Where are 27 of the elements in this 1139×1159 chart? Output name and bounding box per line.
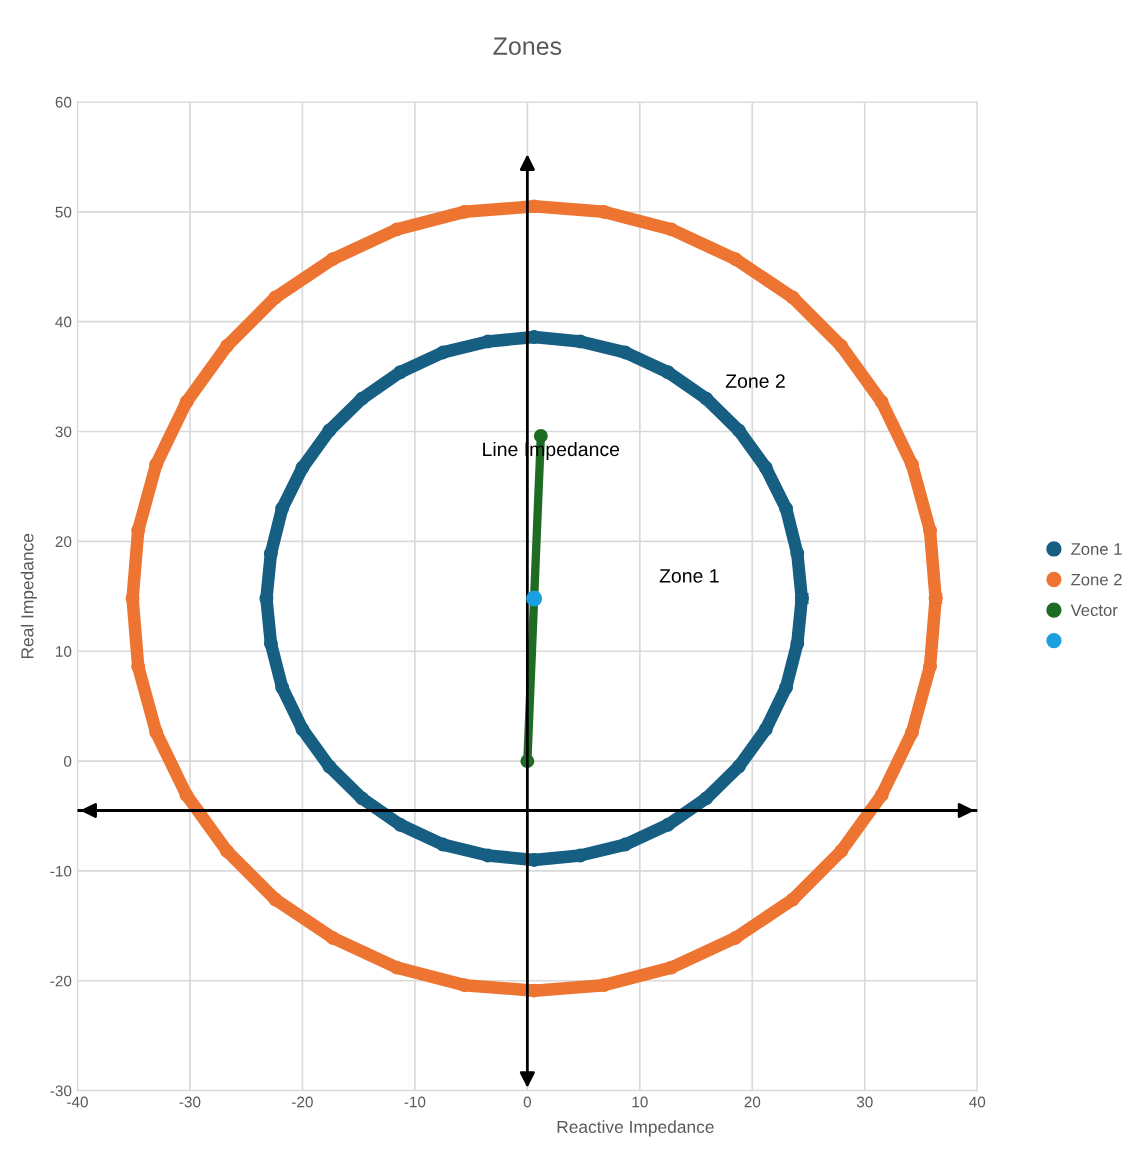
y-tick-label: -30 bbox=[50, 1085, 72, 1097]
y-tick-label: 30 bbox=[55, 426, 72, 438]
annotation: Zone 1 bbox=[659, 569, 719, 583]
x-tick-label: -30 bbox=[179, 1096, 201, 1108]
x-tick-label: 20 bbox=[744, 1096, 761, 1108]
legend-label: Zone 1 bbox=[1071, 543, 1122, 555]
x-tick-label: 0 bbox=[523, 1096, 532, 1108]
chart-title: Zones bbox=[493, 37, 562, 56]
y-tick-label: 0 bbox=[64, 755, 72, 767]
y-tick-label: 50 bbox=[55, 206, 72, 218]
y-axis-title: Real Impedance bbox=[20, 533, 37, 659]
y-tick-label: 40 bbox=[55, 316, 72, 328]
x-tick-label: 10 bbox=[632, 1096, 648, 1108]
x-tick-label: -40 bbox=[67, 1096, 88, 1108]
y-tick-label: -20 bbox=[50, 975, 72, 987]
y-tick-label: -10 bbox=[50, 865, 72, 877]
x-axis-title: Reactive Impedance bbox=[557, 1120, 714, 1137]
y-tick-label: 10 bbox=[56, 646, 72, 657]
legend-label: Zone 2 bbox=[1071, 573, 1122, 586]
x-tick-label: 40 bbox=[969, 1096, 986, 1108]
y-tick-label: 60 bbox=[55, 96, 72, 108]
annotation: Zone 2 bbox=[725, 374, 785, 388]
x-tick-label: 30 bbox=[856, 1096, 873, 1108]
x-tick-label: -10 bbox=[404, 1096, 426, 1108]
y-tick-label: 20 bbox=[55, 536, 72, 548]
legend-label: Vector bbox=[1070, 604, 1118, 617]
x-tick-label: -20 bbox=[292, 1096, 313, 1108]
